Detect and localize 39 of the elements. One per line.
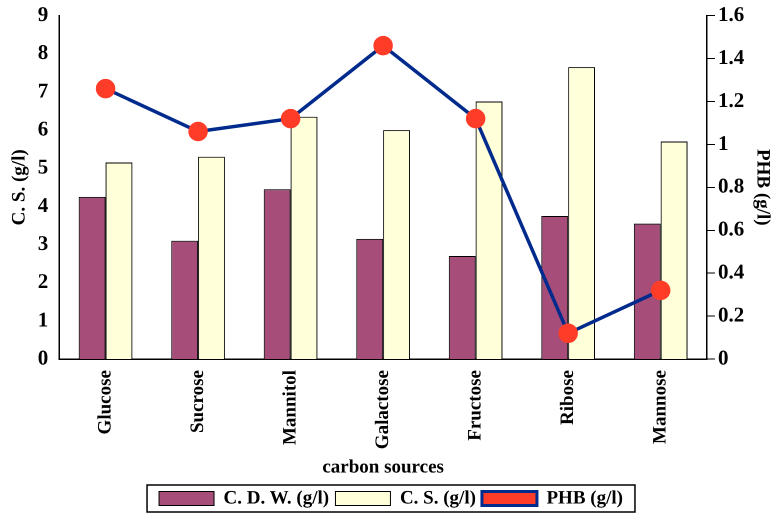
y-tick-label: 8 bbox=[38, 40, 48, 64]
y-tick-label: 0 bbox=[38, 345, 48, 370]
y2-tick-label: 1.6 bbox=[718, 2, 744, 26]
y-tick-label: 4 bbox=[38, 192, 49, 217]
y-tick-label: 6 bbox=[38, 116, 48, 141]
point bbox=[373, 36, 393, 56]
y2-tick-label: 1.4 bbox=[718, 44, 745, 69]
y2-tick-label: 0.4 bbox=[718, 260, 745, 284]
y2-tick-label: 0.8 bbox=[718, 174, 744, 198]
legend-label: C. D. W. (g/l) bbox=[224, 487, 330, 508]
y-axis-title: C. S. (g/l) bbox=[8, 149, 30, 226]
x-tick-label: Mannitol bbox=[280, 370, 301, 446]
y-tick-label: 3 bbox=[38, 230, 48, 255]
point bbox=[280, 108, 300, 128]
point bbox=[96, 78, 116, 98]
y2-axis-title: PHB (g/l) bbox=[752, 149, 774, 226]
point bbox=[558, 324, 578, 344]
x-axis-title: carbon sources bbox=[322, 456, 444, 478]
x-tick-label: Ribose bbox=[557, 370, 578, 425]
y2-tick-label: 0 bbox=[718, 345, 728, 370]
y2-tick-label: 0.2 bbox=[718, 302, 744, 327]
legend-label: PHB (g/l) bbox=[546, 487, 623, 508]
y-tick-label: 1 bbox=[38, 307, 48, 332]
point bbox=[650, 280, 670, 300]
y-tick-label: 9 bbox=[38, 2, 48, 26]
x-tick-label: Galactose bbox=[372, 370, 394, 450]
y-tick-label: 2 bbox=[38, 269, 48, 294]
y2-tick-label: 1 bbox=[718, 130, 728, 155]
x-tick-label: Glucose bbox=[94, 370, 116, 434]
point bbox=[466, 108, 486, 128]
x-tick-label: Mannose bbox=[650, 370, 671, 444]
legend-label: C. S. (g/l) bbox=[400, 487, 476, 508]
x-tick-label: Sucrose bbox=[186, 370, 208, 434]
x-tick-label: Fructose bbox=[464, 370, 486, 441]
y-tick-label: 7 bbox=[38, 78, 48, 102]
y2-tick-label: 1.2 bbox=[718, 88, 744, 112]
y-tick-label: 5 bbox=[38, 154, 48, 179]
point bbox=[188, 122, 208, 142]
y2-tick-label: 0.6 bbox=[718, 216, 744, 241]
